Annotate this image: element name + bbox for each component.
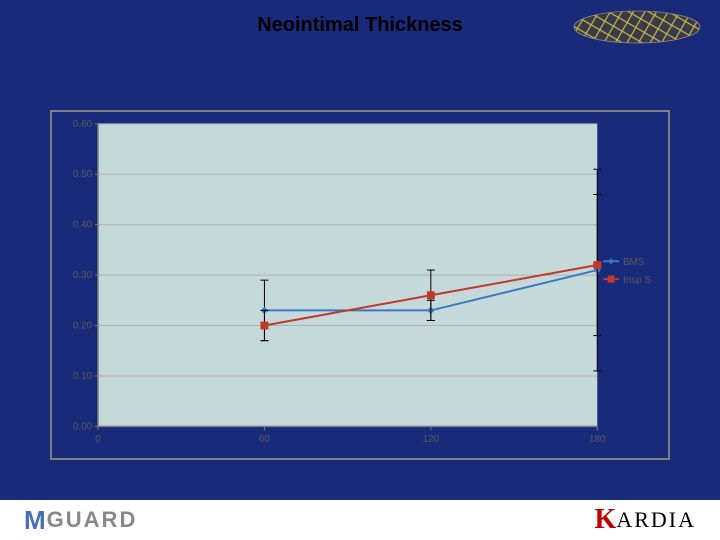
legend-label: Insp S bbox=[623, 275, 651, 286]
y-tick-label: 0.60 bbox=[73, 119, 93, 130]
x-tick-label: 120 bbox=[423, 434, 440, 445]
marker bbox=[261, 322, 268, 329]
y-tick-label: 0.50 bbox=[73, 169, 93, 180]
x-tick-label: 60 bbox=[259, 434, 270, 445]
chart-panel: 0.00 0.10 0.20 0.30 0.40 0.50 0.60 0 60 120 180 BMS… bbox=[50, 110, 670, 460]
logo-kardia-k: K bbox=[595, 504, 617, 536]
slide-root: Neointimal Thickness 0.000.100.200.300.4… bbox=[0, 0, 720, 540]
y-tick-label: 0.40 bbox=[73, 220, 93, 231]
logo-kardia: K ARDIA bbox=[595, 504, 696, 536]
marker bbox=[427, 292, 434, 299]
legend-label: BMS bbox=[623, 257, 645, 268]
chart-svg: 0.00 0.10 0.20 0.30 0.40 0.50 0.60 0 60 120 180 BMS… bbox=[52, 112, 668, 458]
y-tick-label: 0.10 bbox=[73, 371, 93, 382]
y-tick-label: 0.00 bbox=[73, 421, 93, 432]
stent-image bbox=[572, 8, 702, 46]
logo-kardia-ardia: ARDIA bbox=[616, 507, 696, 533]
logo-mguard-guard: GUARD bbox=[47, 507, 138, 533]
x-tick-label: 180 bbox=[589, 434, 606, 445]
footer-bar: M GUARD K ARDIA bbox=[0, 500, 720, 540]
y-tick-label: 0.30 bbox=[73, 270, 93, 281]
logo-mguard: M GUARD bbox=[24, 505, 137, 536]
y-tick-label: 0.20 bbox=[73, 320, 93, 331]
logo-mguard-m: M bbox=[24, 505, 47, 536]
x-tick-label: 0 bbox=[95, 434, 101, 445]
marker bbox=[594, 262, 601, 269]
